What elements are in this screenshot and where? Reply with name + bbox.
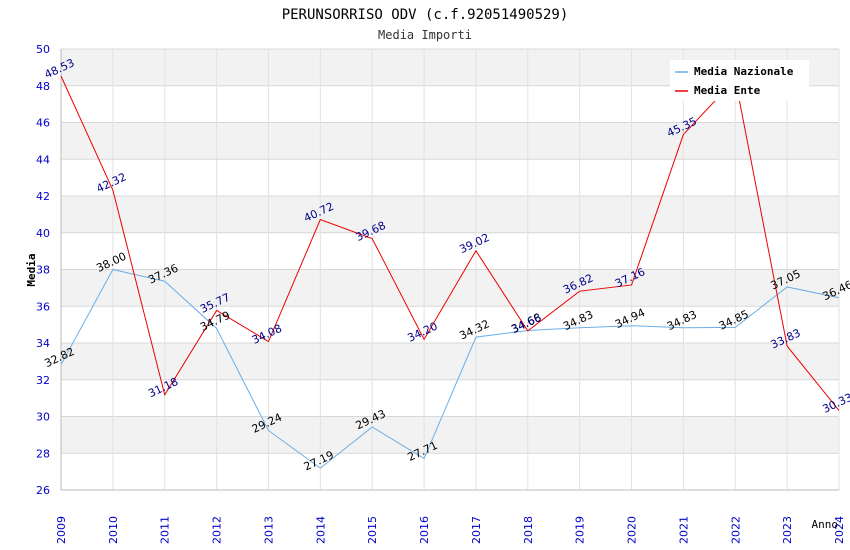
legend-box (670, 60, 809, 101)
y-tick-label: 30 (36, 411, 50, 424)
band-6 (61, 232, 839, 270)
x-tick-label: 2016 (418, 516, 431, 544)
band-9 (61, 122, 839, 160)
x-tick-label: 2018 (522, 516, 535, 544)
x-tick-label: 2009 (55, 516, 68, 544)
y-tick-label: 46 (36, 117, 50, 130)
band-3 (61, 343, 839, 380)
background-bands (61, 49, 839, 490)
legend-label-media-nazionale: Media Nazionale (694, 65, 794, 78)
y-tick-label: 38 (36, 264, 50, 277)
x-axis-label: Anno (812, 518, 839, 531)
band-5 (61, 269, 839, 307)
y-axis-ticks: 26 28 30 32 34 36 38 40 42 44 46 48 50 (36, 43, 50, 497)
chart-subtitle: Media Importi (378, 28, 472, 42)
x-tick-label: 2010 (107, 516, 120, 544)
x-tick-label: 2022 (729, 516, 742, 544)
x-tick-label: 2017 (470, 516, 483, 544)
chart-title: PERUNSORRISO ODV (c.f.92051490529) (282, 7, 569, 23)
legend: Media Nazionale Media Ente (670, 60, 809, 101)
series-line-media-nazionale (60, 268, 840, 469)
x-tick-label: 2021 (677, 516, 690, 544)
y-tick-label: 34 (36, 337, 50, 350)
x-tick-label: 2011 (159, 516, 172, 544)
y-tick-label: 28 (36, 447, 50, 460)
y-tick-label: 48 (36, 80, 50, 93)
band-7 (61, 196, 839, 233)
series-line-media-ente (60, 75, 840, 411)
y-axis-label: Media (25, 253, 38, 286)
x-tick-label: 2015 (366, 516, 379, 544)
y-tick-label: 26 (36, 484, 50, 497)
band-8 (61, 159, 839, 196)
y-tick-label: 42 (36, 190, 50, 203)
band-0 (61, 453, 839, 490)
x-tick-label: 2014 (314, 516, 327, 544)
band-1 (61, 416, 839, 454)
y-tick-label: 36 (36, 300, 50, 313)
x-tick-label: 2012 (211, 516, 224, 544)
x-tick-label: 2023 (781, 516, 794, 544)
y-tick-label: 40 (36, 227, 50, 240)
x-axis-ticks: 2009 2010 2011 2012 2013 2014 2015 2016 2017 2018… (55, 516, 846, 544)
y-tick-label: 44 (36, 153, 50, 166)
x-tick-label: 2020 (626, 516, 639, 544)
legend-label-media-ente: Media Ente (694, 84, 761, 97)
x-tick-label: 2019 (574, 516, 587, 544)
x-tick-label: 2024 (833, 516, 846, 544)
y-tick-label: 32 (36, 374, 50, 387)
x-tick-label: 2013 (262, 516, 275, 544)
series-lines (60, 75, 840, 469)
y-tick-label: 50 (36, 43, 50, 56)
band-4 (61, 306, 839, 343)
